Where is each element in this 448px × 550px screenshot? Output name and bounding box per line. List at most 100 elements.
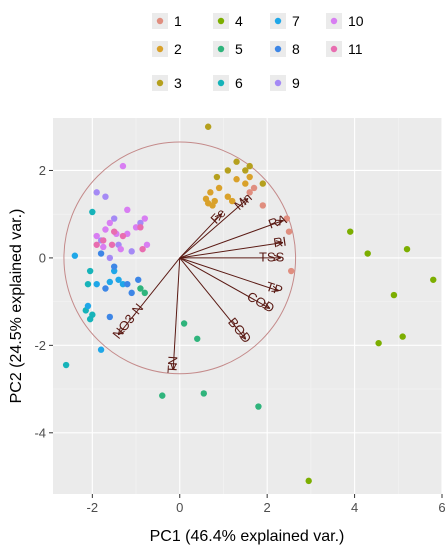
data-point-group-5 [137,285,144,292]
data-point-group-11 [93,241,100,248]
loading-label-tp: TP [264,279,285,298]
data-point-group-8 [102,285,109,292]
data-point-group-2 [233,176,240,183]
data-point-group-2 [224,193,232,200]
data-point-group-11 [100,237,107,244]
data-point-group-2 [242,180,249,187]
legend-label-11: 11 [348,41,363,57]
loading-arrow-no3-n [119,257,181,335]
data-point-group-6 [89,208,96,216]
legend-dot-9 [274,79,282,87]
data-point-group-11 [108,241,116,248]
ticks-layer: -2 0 2 4 6 -4 -2 0 2 [34,163,445,515]
data-point-group-2 [229,197,236,205]
data-point-group-11 [137,224,144,231]
data-point-group-3 [233,158,240,165]
data-point-group-6 [84,280,92,288]
data-point-group-8 [128,289,135,297]
legend-dot-4 [217,17,225,25]
data-point-group-10 [124,206,131,214]
data-point-group-11 [119,232,127,240]
legend-label-9: 9 [292,75,300,91]
legend-dot-1 [156,17,164,25]
y-axis-title: PC2 (24.5% explained var.) [8,209,25,404]
legend-dot-5 [217,45,225,53]
data-point-group-4 [347,228,354,235]
data-point-group-4 [399,333,406,340]
legend-label-1: 1 [174,13,182,29]
legend-label-7: 7 [292,13,300,29]
x-tick-label: 0 [176,500,183,515]
loading-arrow-ra [179,221,283,259]
data-point-group-5 [141,289,148,297]
data-point-group-1 [246,189,253,196]
legend-label-10: 10 [348,13,364,29]
legend-label-3: 3 [174,75,182,91]
data-point-group-3 [204,123,212,130]
data-point-group-2 [207,189,214,196]
legend-label-6: 6 [235,75,243,91]
data-point-group-11 [139,245,146,253]
data-point-group-3 [246,162,253,170]
legend-label-4: 4 [235,13,243,29]
data-point-group-9 [106,254,114,262]
data-point-group-1 [285,228,293,235]
data-point-group-7 [84,302,92,310]
data-point-group-9 [110,215,118,222]
legend-dot-10 [330,17,338,25]
data-point-group-8 [97,250,105,257]
plot-panel [53,118,442,494]
data-point-group-11 [110,228,118,235]
x-tick-label: -2 [87,500,99,515]
data-point-group-3 [259,180,266,187]
legend-label-5: 5 [235,41,243,57]
points-layer [62,123,437,485]
data-point-group-4 [390,291,398,299]
data-point-group-1 [250,184,258,192]
x-tick-label: 2 [264,500,271,515]
y-tick-label: 0 [39,250,46,265]
data-point-group-10 [100,243,107,251]
x-tick-label: 6 [438,500,445,515]
y-tick-label: 2 [39,163,46,178]
data-point-group-5 [159,392,166,399]
data-point-group-2 [215,184,223,192]
data-point-group-8 [106,313,114,321]
correlation-circle-layer [63,141,297,375]
y-tick-label: -2 [34,338,46,353]
legend-label-8: 8 [292,41,300,57]
data-point-group-6 [86,315,94,323]
data-point-group-4 [430,276,437,283]
data-point-group-6 [86,267,94,275]
loading-label-ra: RA [266,211,288,231]
loading-label-tss: TSS [259,249,285,264]
data-point-group-2 [246,173,253,181]
data-point-group-9 [93,189,100,196]
legend-dot-3 [156,79,164,87]
x-tick-label: 4 [351,500,358,515]
data-point-group-1 [283,215,291,222]
data-point-group-9 [128,248,135,255]
loading-arrow-mn [179,199,248,259]
data-point-group-4 [364,250,371,257]
data-point-group-6 [62,361,70,369]
data-point-group-7 [93,280,100,288]
y-tick-label: -4 [34,425,46,440]
legend-dot-8 [274,45,282,53]
legend-dot-7 [274,17,282,25]
correlation-circle [63,141,297,375]
loading-arrow-cod [179,257,270,308]
x-axis-title: PC1 (46.4% explained var.) [150,528,345,545]
data-point-group-4 [305,477,312,485]
loading-arrow-fe [179,214,222,259]
data-point-group-10 [117,245,124,253]
data-point-group-9 [137,219,144,227]
loading-arrow-ri [179,243,283,259]
data-point-group-10 [119,162,127,170]
data-point-group-7 [71,252,79,259]
data-point-group-7 [110,267,118,275]
data-point-group-1 [259,202,266,209]
data-point-group-8 [124,280,131,288]
data-point-group-5 [194,335,201,342]
